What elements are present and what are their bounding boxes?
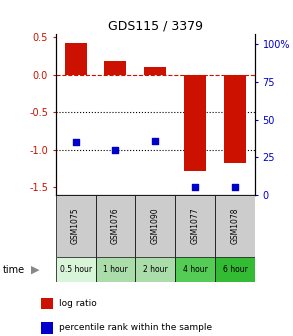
Title: GDS115 / 3379: GDS115 / 3379 (108, 19, 203, 33)
Bar (96, 195, 135, 257)
Text: 6 hour: 6 hour (223, 265, 247, 274)
Bar (135, 257, 175, 282)
Point (113, 147, 118, 152)
Bar (65, 43, 86, 75)
Text: GSM1078: GSM1078 (231, 208, 239, 244)
Bar (41, 298, 53, 309)
Text: 0.5 hour: 0.5 hour (59, 265, 92, 274)
Bar (215, 195, 255, 257)
Text: log ratio: log ratio (59, 299, 97, 308)
Bar (224, 75, 246, 163)
Bar (56, 257, 96, 282)
Text: percentile rank within the sample: percentile rank within the sample (59, 323, 213, 332)
Text: 1 hour: 1 hour (103, 265, 128, 274)
Text: GSM1075: GSM1075 (71, 208, 80, 244)
Text: 2 hour: 2 hour (143, 265, 168, 274)
Bar (105, 60, 126, 75)
Point (193, 185, 197, 190)
Text: GSM1077: GSM1077 (191, 208, 200, 244)
Text: GSM1090: GSM1090 (151, 208, 160, 244)
Text: GSM1076: GSM1076 (111, 208, 120, 244)
Bar (215, 257, 255, 282)
Bar (41, 322, 53, 334)
Bar (56, 195, 96, 257)
Point (233, 185, 237, 190)
Bar (144, 67, 166, 75)
Text: time: time (3, 265, 25, 275)
Bar (175, 195, 215, 257)
Text: ▶: ▶ (31, 265, 40, 275)
Bar (135, 195, 175, 257)
Point (153, 138, 158, 143)
Bar (184, 75, 206, 171)
Text: 4 hour: 4 hour (183, 265, 207, 274)
Bar (175, 257, 215, 282)
Point (73, 139, 78, 145)
Bar (96, 257, 135, 282)
